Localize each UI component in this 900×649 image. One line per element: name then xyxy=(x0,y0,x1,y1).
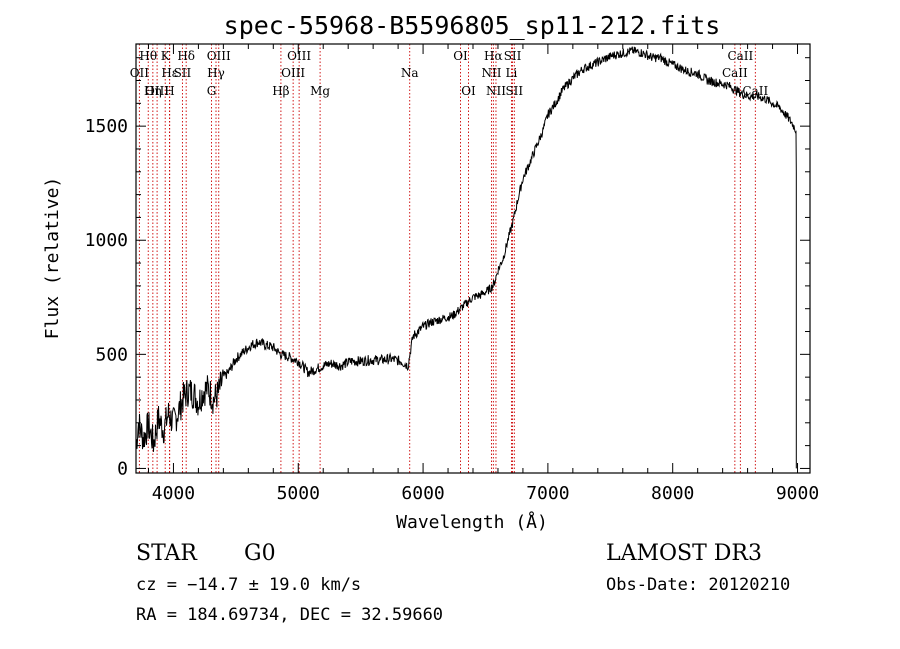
line-label: SII xyxy=(174,66,192,80)
y-axis-label: Flux (relative) xyxy=(42,177,63,340)
line-label: OI xyxy=(461,84,476,98)
survey-name: LAMOST DR3 xyxy=(606,541,762,566)
y-tick-label: 500 xyxy=(95,344,128,365)
line-label: CaII xyxy=(727,49,753,63)
y-tick-label: 0 xyxy=(117,458,128,479)
line-label: H xyxy=(164,84,174,98)
line-label: OIII xyxy=(145,84,169,98)
line-label: Na xyxy=(401,66,419,80)
line-label: OII xyxy=(130,66,150,80)
line-label: Hβ xyxy=(272,84,289,98)
flux-series-line xyxy=(135,46,797,469)
line-label: OIII xyxy=(207,49,231,63)
x-tick-label: 9000 xyxy=(776,483,819,504)
line-label: Hγ xyxy=(207,66,225,80)
object-class: STAR xyxy=(136,541,198,566)
line-label: Li xyxy=(506,66,518,80)
line-label: Mg xyxy=(310,84,330,98)
line-label: Hθ xyxy=(139,49,157,63)
x-tick-label: 7000 xyxy=(526,483,569,504)
x-tick-label: 4000 xyxy=(152,483,195,504)
line-label: K xyxy=(161,49,171,63)
x-tick-label: 5000 xyxy=(277,483,320,504)
object-subclass: G0 xyxy=(244,541,276,566)
line-label: Hε xyxy=(161,66,178,80)
x-tick-label: 8000 xyxy=(651,483,694,504)
line-label: SII xyxy=(504,49,522,63)
emission-line-markers xyxy=(138,44,756,473)
line-label: Hα xyxy=(484,49,503,63)
line-label: NII xyxy=(486,84,506,98)
line-label: OIII xyxy=(281,66,305,80)
plot-frame xyxy=(135,43,811,474)
redshift-cz: cz = −14.7 ± 19.0 km/s xyxy=(136,575,361,595)
line-label: Hη xyxy=(144,84,162,98)
chart-title: spec-55968-B5596805_sp11-212.fits xyxy=(224,11,721,40)
line-label: Hδ xyxy=(177,49,195,63)
observation-date: Obs-Date: 20120210 xyxy=(606,575,790,595)
y-axis-ticks: 0 500 1000 1500 xyxy=(85,57,810,479)
line-label: SII xyxy=(505,84,523,98)
line-label: OI xyxy=(453,49,468,63)
y-tick-label: 1500 xyxy=(85,116,128,137)
line-label: OIII xyxy=(287,49,311,63)
emission-line-labels: Hθ OII OIII K Hε Hη H Hδ SII OIII Hγ G OIII OIII Hβ Mg N… xyxy=(130,49,769,98)
line-label: NII xyxy=(481,66,501,80)
line-label: CaII xyxy=(722,66,748,80)
line-label: G xyxy=(207,84,217,98)
coordinates: RA = 184.69734, DEC = 32.59660 xyxy=(136,605,443,625)
x-tick-label: 6000 xyxy=(401,483,444,504)
x-axis-label: Wavelength (Å) xyxy=(396,511,548,533)
x-axis-ticks: 4000 5000 6000 7000 8000 9000 xyxy=(147,44,819,504)
y-tick-label: 1000 xyxy=(85,230,128,251)
line-label: CaII xyxy=(742,84,768,98)
